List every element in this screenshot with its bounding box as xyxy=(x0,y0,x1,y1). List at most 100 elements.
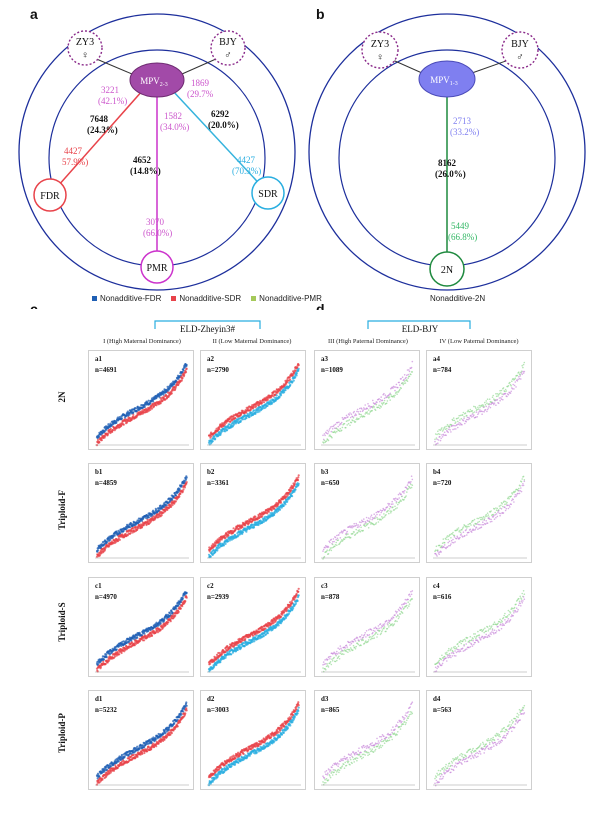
data-point xyxy=(407,601,409,603)
data-point xyxy=(181,597,184,600)
data-point xyxy=(514,377,517,379)
data-point xyxy=(436,433,438,436)
data-point xyxy=(218,428,221,431)
data-point xyxy=(345,644,348,647)
data-point xyxy=(470,521,473,523)
panel-id: b3 xyxy=(321,468,329,476)
zy3-node xyxy=(67,30,103,66)
data-point xyxy=(499,507,501,509)
data-point xyxy=(331,543,334,546)
data-point xyxy=(495,404,497,406)
data-point xyxy=(406,607,409,609)
data-point xyxy=(442,429,445,431)
scatter-panel-a1: a1 n=4691 xyxy=(88,350,194,450)
scatter-panel-c3: c3 n=878 xyxy=(314,577,420,677)
data-point xyxy=(519,375,521,377)
data-point xyxy=(464,648,467,651)
data-point xyxy=(479,518,482,521)
data-point xyxy=(270,401,274,404)
data-point xyxy=(437,433,440,435)
data-point xyxy=(494,399,496,402)
data-point xyxy=(465,525,467,527)
data-point xyxy=(292,607,295,610)
data-point xyxy=(441,434,443,436)
scatter-plot xyxy=(95,591,189,673)
series-1 xyxy=(95,367,188,447)
data-point xyxy=(485,633,487,636)
data-point xyxy=(336,534,338,537)
data-point xyxy=(497,511,499,514)
data-point xyxy=(165,504,168,507)
data-point xyxy=(297,590,300,593)
data-point xyxy=(489,406,492,409)
data-point xyxy=(381,630,383,633)
data-point xyxy=(436,438,438,441)
data-point xyxy=(297,476,300,479)
data-point xyxy=(516,380,519,382)
data-point xyxy=(477,517,480,520)
data-point xyxy=(362,636,364,639)
data-point xyxy=(211,440,214,443)
data-point xyxy=(370,637,373,639)
data-point xyxy=(395,383,398,386)
data-point xyxy=(390,510,393,513)
data-point xyxy=(466,534,468,536)
data-point xyxy=(178,488,181,491)
data-point xyxy=(400,378,402,380)
data-point xyxy=(459,531,462,534)
data-point xyxy=(340,530,343,532)
data-point xyxy=(103,435,107,438)
data-point xyxy=(336,537,339,540)
data-point xyxy=(475,637,477,639)
data-point xyxy=(367,634,369,637)
data-point xyxy=(357,643,360,646)
data-point xyxy=(500,627,503,630)
count-4652: 4652 xyxy=(133,155,152,165)
data-point xyxy=(511,380,513,382)
data-point xyxy=(519,490,521,492)
data-point xyxy=(228,539,231,542)
data-point xyxy=(477,413,479,416)
data-point xyxy=(379,623,382,625)
data-point xyxy=(520,370,523,373)
data-point xyxy=(360,526,362,529)
data-point xyxy=(507,496,510,498)
data-point xyxy=(466,637,469,639)
data-point xyxy=(405,495,407,497)
data-point xyxy=(350,421,353,424)
data-point xyxy=(401,376,404,378)
data-point xyxy=(322,664,324,666)
data-point xyxy=(479,523,481,526)
data-point xyxy=(435,670,438,672)
data-point xyxy=(394,614,396,616)
panel-count: n=3361 xyxy=(207,479,229,487)
data-point xyxy=(451,424,454,427)
data-point xyxy=(523,593,526,595)
data-point xyxy=(457,643,459,645)
data-point xyxy=(523,479,526,481)
data-point xyxy=(504,392,507,395)
data-point xyxy=(181,605,184,608)
pct-7648: (24.3%) xyxy=(87,125,118,135)
data-point xyxy=(459,536,461,539)
data-point xyxy=(467,409,469,412)
panel-label-d: d xyxy=(316,301,325,310)
data-point xyxy=(363,518,365,520)
data-point xyxy=(349,525,351,527)
series-0 xyxy=(95,475,188,553)
data-point xyxy=(242,641,245,645)
data-point xyxy=(496,398,499,401)
data-point xyxy=(485,520,487,522)
data-point xyxy=(297,369,300,372)
data-point xyxy=(488,398,491,400)
data-point xyxy=(399,388,401,391)
data-point xyxy=(521,478,523,480)
data-point xyxy=(279,394,283,397)
data-point xyxy=(135,410,138,413)
scatter-panel-a3: a3 n=1089 xyxy=(314,350,420,450)
data-point xyxy=(498,629,501,632)
series-1 xyxy=(434,370,526,446)
data-point xyxy=(363,642,366,645)
data-point xyxy=(457,650,459,653)
